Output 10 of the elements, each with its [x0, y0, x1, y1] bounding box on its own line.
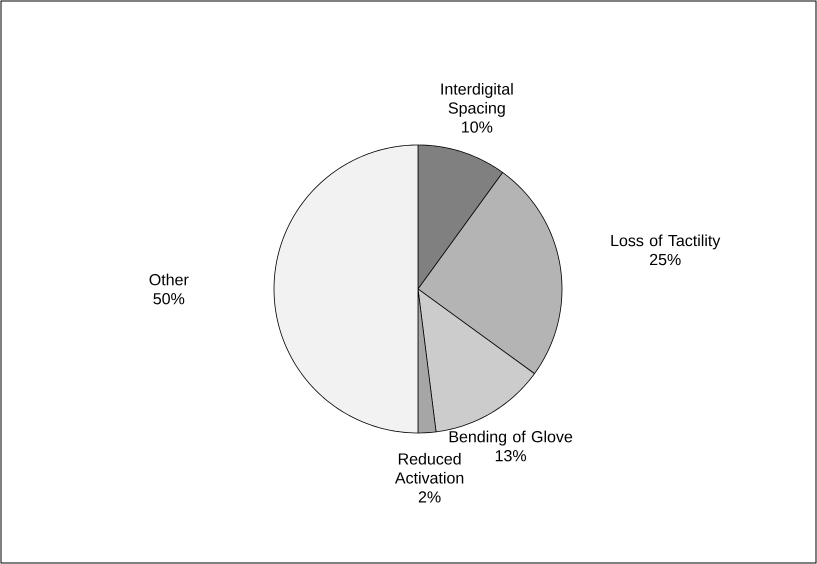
- data-label: 10%: [462, 121, 492, 133]
- slice-label: Loss of Tactility: [611, 234, 720, 250]
- data-label: 50%: [153, 293, 184, 304]
- slice-label: Bending of Glove: [450, 430, 572, 446]
- data-label: 2%: [418, 491, 441, 503]
- data-label: 13%: [496, 450, 526, 462]
- data-label: 25%: [650, 254, 681, 266]
- slice-label: Other: [150, 274, 189, 286]
- slice-label: Interdigital Spacing: [441, 82, 513, 117]
- slice-label: Reduced Activation: [394, 452, 464, 484]
